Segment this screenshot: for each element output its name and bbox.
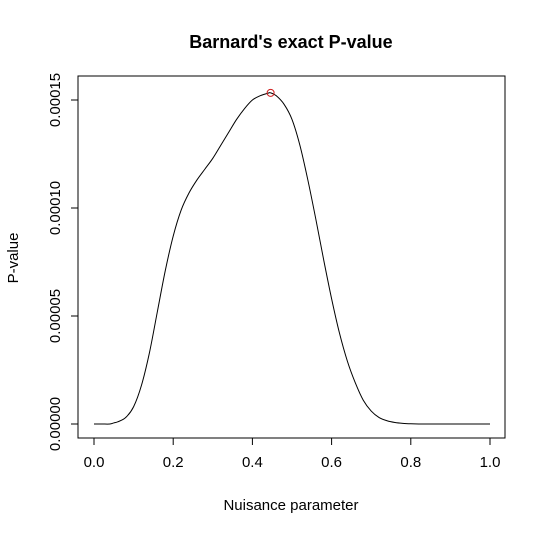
chart-title: Barnard's exact P-value — [189, 32, 392, 52]
y-tick-label: 0.00015 — [47, 73, 64, 127]
x-tick-label: 0.0 — [84, 454, 105, 471]
x-tick-label: 0.2 — [163, 454, 184, 471]
y-tick-label: 0.00010 — [47, 181, 64, 235]
x-axis-label: Nuisance parameter — [223, 497, 358, 514]
y-axis: 0.00000 0.00005 0.00010 0.00015 — [47, 73, 79, 451]
x-tick-label: 0.4 — [242, 454, 263, 471]
y-tick-label: 0.00000 — [47, 397, 64, 451]
y-tick-label: 0.00005 — [47, 289, 64, 343]
p-value-curve — [94, 92, 490, 425]
x-tick-label: 1.0 — [480, 454, 501, 471]
y-axis-label: P-value — [5, 233, 22, 284]
x-tick-label: 0.6 — [321, 454, 342, 471]
x-tick-label: 0.8 — [400, 454, 421, 471]
maximum-point-marker — [266, 88, 275, 97]
x-axis: 0.0 0.2 0.4 0.6 0.8 1.0 — [84, 437, 501, 471]
